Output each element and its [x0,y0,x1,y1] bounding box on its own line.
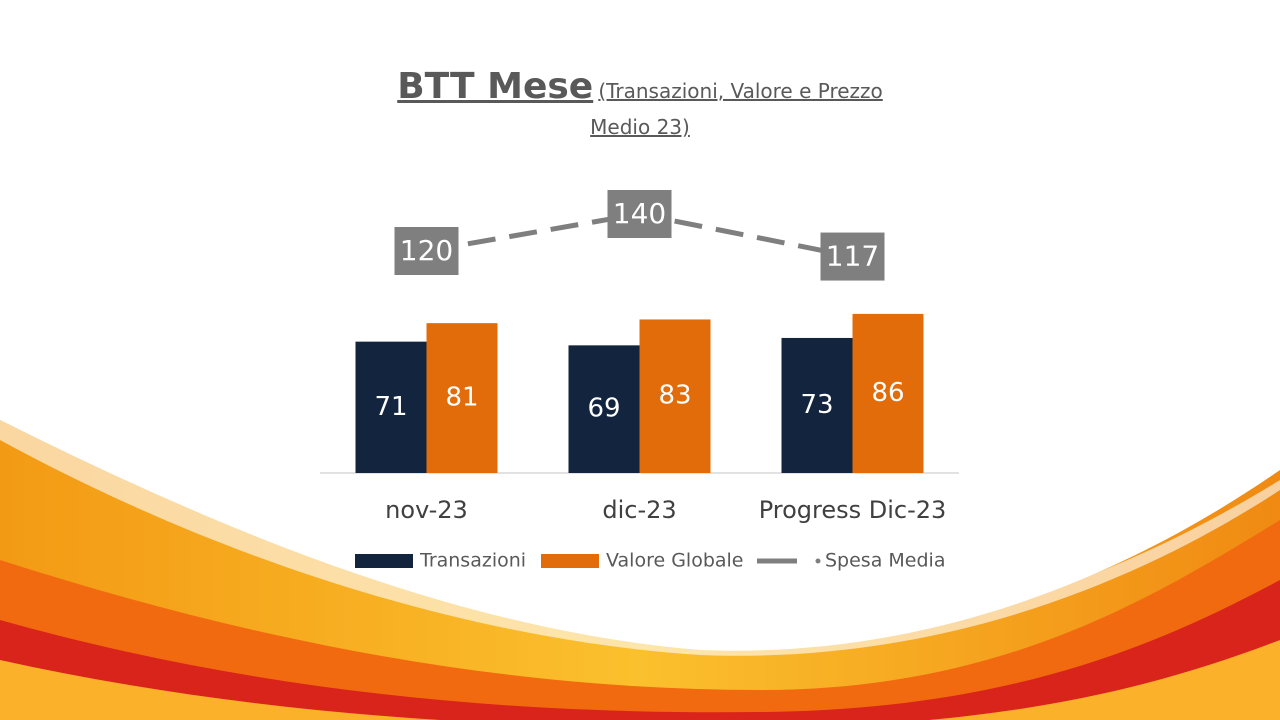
chart-subtitle: (Transazioni, Valore e Prezzo Medio 23) [590,79,883,139]
value-label: 117 [826,240,879,273]
bar [852,313,924,473]
value-label: 81 [445,383,478,413]
legend-swatch [355,554,413,568]
value-label: 120 [400,234,453,267]
value-label: 71 [374,392,407,422]
value-label-box [607,190,672,238]
legend-label: Spesa Media [825,550,945,572]
value-label: 86 [871,378,904,408]
title-block: BTT Mese (Transazioni, Valore e Prezzo M… [370,69,910,146]
bar [639,319,711,473]
value-label: 83 [658,381,691,411]
x-tick-label: Progress Dic-23 [759,496,947,524]
legend-label: Transazioni [419,550,526,572]
x-tick-label: dic-23 [602,496,676,524]
legend-swatch [541,554,599,568]
chart-title: BTT Mese [397,66,594,107]
value-label-box [820,232,885,281]
value-label: 140 [613,197,666,230]
value-label: 73 [800,390,833,420]
value-label: 69 [587,394,620,424]
x-tick-label: nov-23 [385,496,468,524]
legend-label: Valore Globale [606,550,744,572]
bar [781,337,853,473]
bar [355,341,427,473]
value-label-box [394,227,459,275]
bar [426,323,498,473]
legend-dot [815,558,821,564]
bar [568,345,640,473]
